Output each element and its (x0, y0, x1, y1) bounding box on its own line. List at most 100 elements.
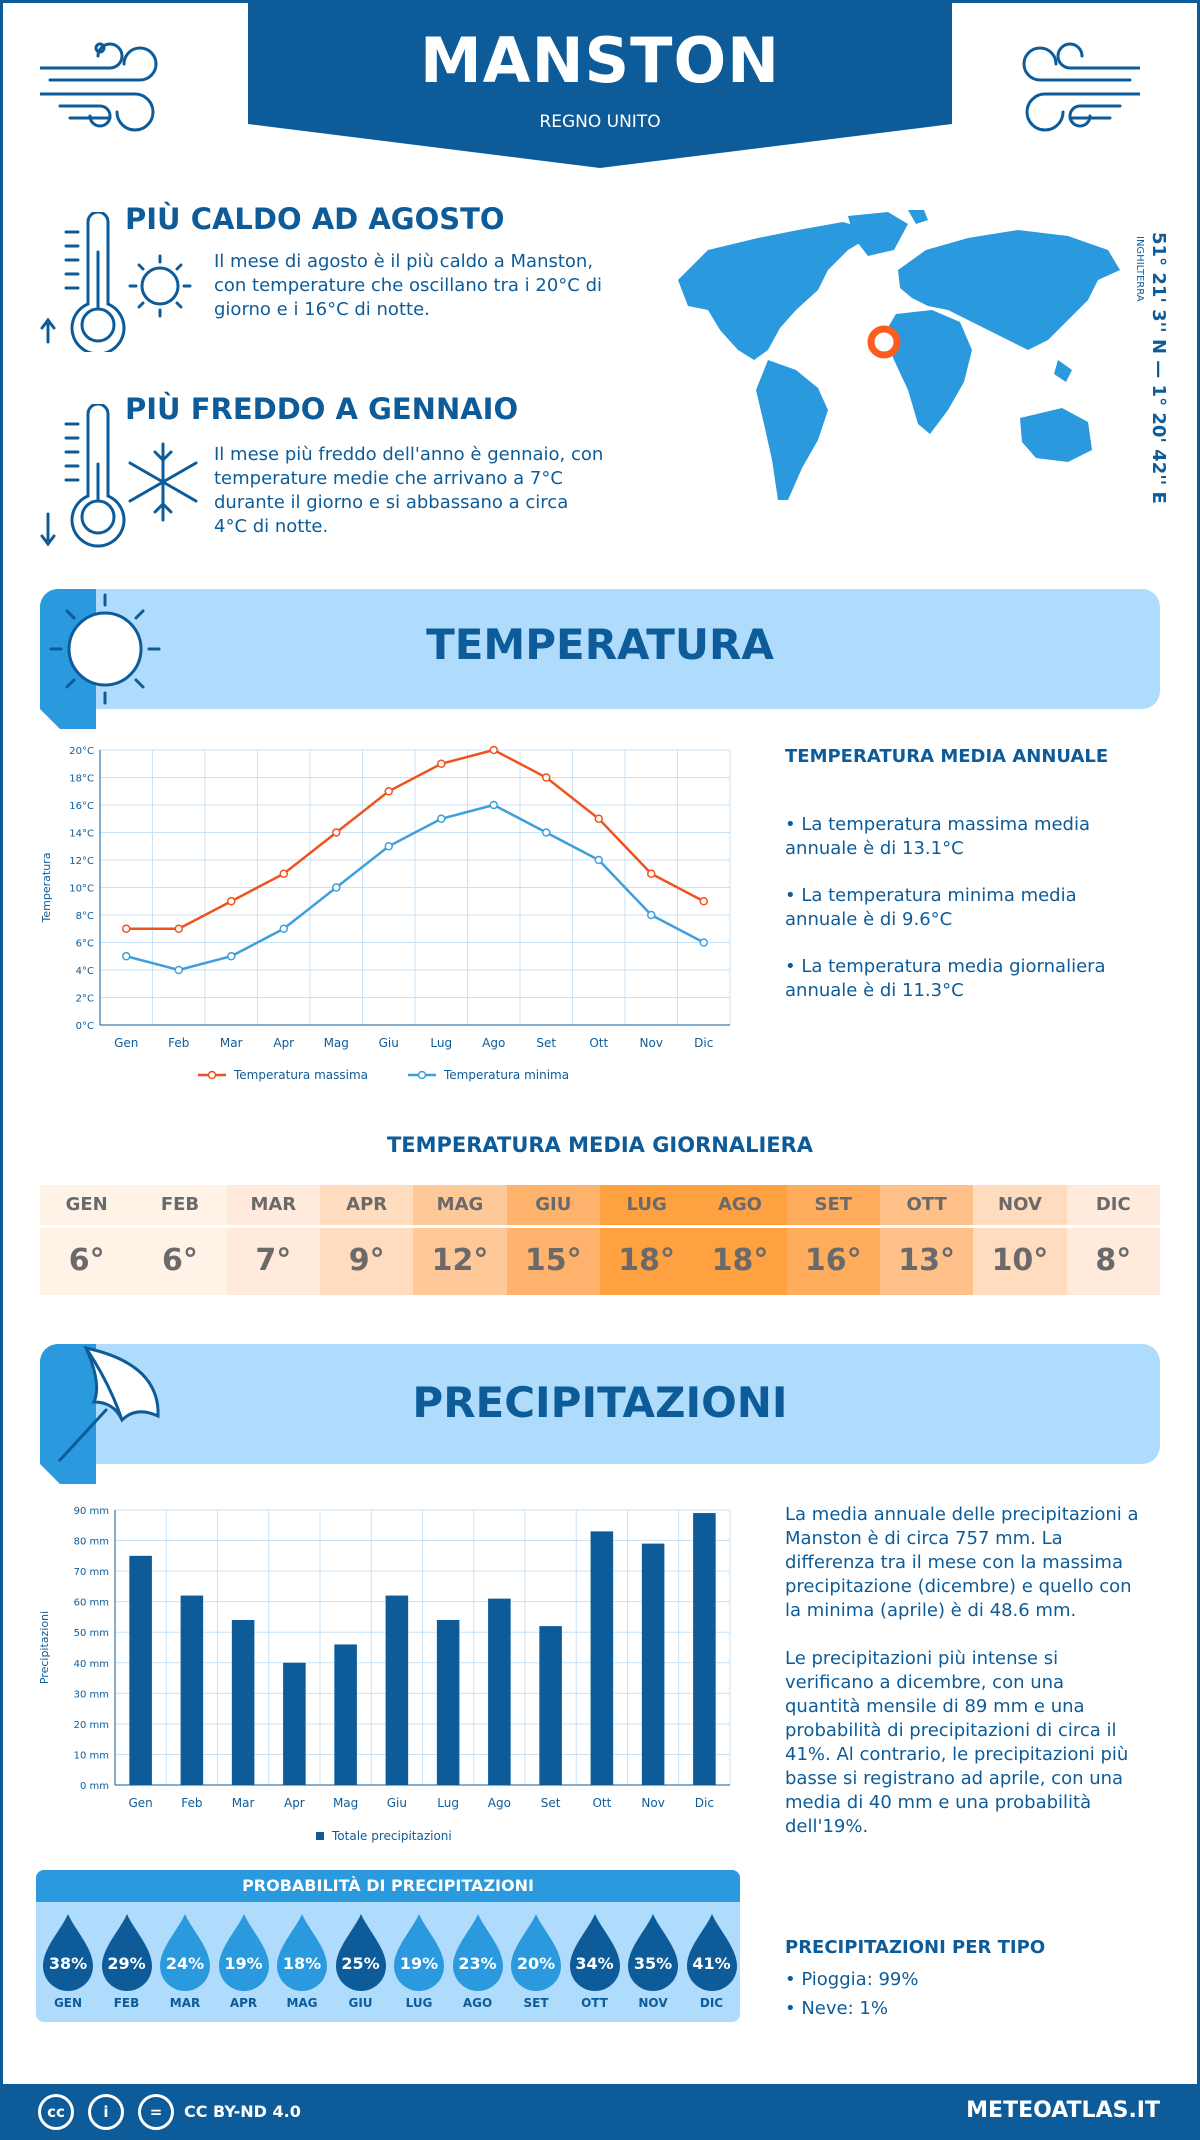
daily-temp-value: 16° (786, 1225, 880, 1295)
bar (334, 1644, 357, 1785)
x-tick-label: Gen (114, 1036, 138, 1050)
daily-temp-value: 10° (973, 1225, 1067, 1295)
raindrop-icon (335, 1914, 386, 1991)
daily-temp-value: 8° (1066, 1225, 1160, 1295)
data-point (437, 759, 446, 768)
daily-temp-cell: GIU 15° (506, 1185, 600, 1295)
probability-month: APR (229, 1996, 258, 2010)
probability-month: SET (523, 1996, 549, 2010)
site-link[interactable]: METEOATLAS.IT (966, 2098, 1160, 2123)
legend-label: Temperatura massima (233, 1068, 368, 1082)
thermometer-cold-icon (40, 404, 198, 548)
probability-value: 18% (282, 1954, 322, 1973)
data-point (437, 814, 446, 823)
x-tick-label: Ott (589, 1036, 608, 1050)
data-point (227, 952, 236, 961)
daily-temp-cell: APR 9° (319, 1185, 414, 1295)
probability-drop: 23% AGO (451, 1912, 505, 2010)
data-point (332, 883, 341, 892)
probability-drop: 19% APR (217, 1912, 271, 2010)
precip-summary: La media annuale delle precipitazioni a … (785, 1504, 1139, 1621)
x-tick-label: Nov (640, 1036, 663, 1050)
y-tick-label: 90 mm (74, 1506, 109, 1517)
probability-drop: 18% MAG (275, 1912, 329, 2010)
series-line (125, 803, 705, 972)
probability-month: OTT (581, 1996, 608, 2010)
license-label[interactable]: CC BY-ND 4.0 (184, 2102, 301, 2121)
x-tick-label: Lug (437, 1796, 459, 1810)
raindrop-icon (628, 1914, 678, 1991)
x-tick-label: Mar (232, 1796, 255, 1810)
data-point (489, 800, 498, 810)
daily-temp-cell: AGO 18° (693, 1185, 787, 1295)
data-point (594, 814, 603, 823)
probability-title: PROBABILITÀ DI PRECIPITAZIONI (36, 1870, 740, 1902)
probability-value: 23% (458, 1954, 497, 1973)
daily-temp-value: 18° (693, 1225, 787, 1295)
probability-drop: 29% FEB (100, 1912, 154, 2010)
attribution-icon[interactable]: i (88, 2094, 124, 2130)
daily-temp-value: 6° (40, 1225, 134, 1295)
daily-temp-month: MAG (436, 1194, 484, 1215)
data-point (174, 965, 183, 975)
daily-temp-month: OTT (906, 1194, 947, 1215)
raindrop-icon (160, 1914, 210, 1991)
annual-temp-bullet: • La temperatura massima media annuale è… (785, 814, 1091, 859)
probability-value: 25% (341, 1954, 380, 1973)
y-tick-label: 70 mm (74, 1567, 109, 1578)
y-tick-label: 0 mm (80, 1781, 109, 1792)
x-tick-label: Set (536, 1036, 556, 1050)
raindrop-icon (452, 1914, 503, 1991)
region-label: INGHILTERRA (1134, 236, 1145, 302)
daily-temp-month: LUG (626, 1194, 667, 1215)
daily-temp-month: FEB (160, 1194, 200, 1215)
x-tick-label: Mag (324, 1036, 349, 1050)
legend-label: Totale precipitazioni (331, 1829, 452, 1843)
x-tick-label: Gen (128, 1796, 152, 1810)
coldest-title: PIÙ FREDDO A GENNAIO (125, 392, 519, 426)
probability-value: 19% (399, 1954, 439, 1973)
data-point (647, 910, 656, 920)
probability-drop: 19% LUG (392, 1912, 446, 2010)
daily-temp-month: GEN (65, 1194, 108, 1215)
legend-swatch (316, 1832, 324, 1840)
daily-temp-title: TEMPERATURA MEDIA GIORNALIERA (386, 1133, 814, 1157)
daily-temp-value: 18° (599, 1225, 694, 1295)
daily-temp-month: APR (346, 1194, 388, 1215)
y-tick-label: 30 mm (74, 1689, 109, 1700)
cc-icon[interactable]: cc (38, 2094, 74, 2130)
probability-month: FEB (113, 1996, 140, 2010)
x-tick-label: Dic (695, 1796, 714, 1810)
daily-temp-value: 9° (319, 1225, 414, 1295)
daily-temp-month: DIC (1095, 1194, 1131, 1215)
no-derivatives-icon[interactable]: = (138, 2094, 174, 2130)
y-tick-label: 2°C (76, 994, 94, 1005)
probability-drop: 25% GIU (334, 1912, 388, 2010)
probability-drop: 34% OTT (568, 1912, 622, 2010)
warmest-title: PIÙ CALDO AD AGOSTO (125, 202, 505, 236)
probability-value: 41% (692, 1954, 731, 1973)
daily-temp-cell: OTT 13° (879, 1185, 974, 1295)
y-tick-label: 18°C (69, 774, 94, 785)
y-tick-label: 80 mm (74, 1537, 109, 1548)
raindrop-icon (277, 1914, 327, 1991)
daily-temp-month: GIU (535, 1194, 572, 1215)
data-point (489, 745, 498, 755)
data-point (279, 924, 288, 933)
temperature-title: TEMPERATURA (426, 620, 774, 669)
raindrop-icon (394, 1914, 444, 1991)
x-tick-label: Lug (430, 1036, 452, 1050)
umbrella-icon (40, 1344, 160, 1484)
y-tick-label: 0°C (76, 1021, 94, 1032)
probability-month: NOV (638, 1996, 668, 2010)
data-point (384, 842, 393, 851)
probability-value: 35% (633, 1954, 673, 1973)
probability-drop: 24% MAR (158, 1912, 212, 2010)
coordinates: 51° 21' 3'' N — 1° 20' 42'' E (1148, 232, 1169, 504)
data-point (122, 952, 131, 961)
probability-drop: 20% SET (509, 1912, 563, 2010)
bar (436, 1620, 460, 1785)
y-tick-label: 50 mm (74, 1628, 109, 1639)
annual-temp-bullet: • La temperatura minima media annuale è … (785, 885, 1077, 930)
x-tick-label: Ago (488, 1796, 511, 1810)
